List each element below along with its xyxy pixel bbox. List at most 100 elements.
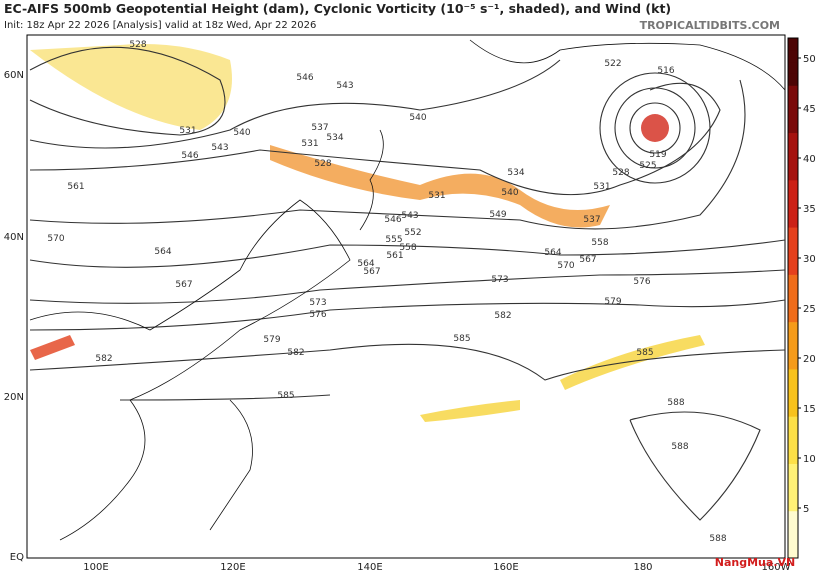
contour-label: 570 (47, 234, 64, 244)
contour-label: 549 (489, 210, 506, 220)
contour-label: 540 (409, 113, 426, 123)
contour-label: 540 (501, 188, 518, 198)
colorbar-swatch (788, 487, 798, 500)
colorbar-swatch (788, 534, 798, 547)
colorbar-swatch (788, 392, 798, 405)
colorbar-swatch (788, 168, 798, 181)
contour-label: 570 (557, 261, 574, 271)
colorbar-swatch (788, 368, 798, 382)
contour-label: 525 (639, 161, 656, 171)
contour-label: 579 (604, 297, 621, 307)
colorbar-swatch (788, 262, 798, 275)
colorbar-tick-label: 5 (803, 504, 809, 515)
lat-label: 60N (4, 70, 24, 81)
contour-label: 528 (612, 168, 629, 178)
colorbar-tick-label: 20 (803, 354, 816, 365)
colorbar-swatch (788, 510, 798, 524)
contour-label: 564 (544, 248, 561, 258)
labels: 60N 40N 20N EQ 100E 120E 140E 160E 180 160W 528 546… (4, 40, 791, 573)
colorbar-tick-label: 35 (803, 204, 816, 215)
contour-label: 546 (181, 151, 198, 161)
lon-label: 100E (83, 562, 108, 573)
colorbar-swatch (788, 475, 798, 488)
subtitle: Init: 18z Apr 22 2026 [Analysis] valid a… (4, 20, 316, 31)
colorbar-swatch (788, 49, 798, 63)
contour-label: 558 (591, 238, 608, 248)
contour-label: 528 (314, 159, 331, 169)
colorbar-swatch (788, 298, 798, 311)
colorbar-swatch (788, 309, 798, 323)
colorbar: 5 10 15 20 25 30 35 40 45 50 (787, 37, 816, 559)
contour-label: 558 (399, 243, 416, 253)
colorbar-swatch (788, 286, 798, 299)
lat-label: 40N (4, 232, 24, 243)
contour-label: 588 (671, 442, 688, 452)
contour-label: 567 (579, 255, 596, 265)
colorbar-tick-label: 40 (803, 154, 816, 165)
colorbar-tick-label: 25 (803, 304, 816, 315)
lon-label: 120E (220, 562, 245, 573)
colorbar-swatch (788, 380, 798, 394)
contour-label: 546 (296, 73, 313, 83)
colorbar-swatch (788, 463, 798, 476)
lat-label: EQ (10, 552, 24, 563)
contour-label: 567 (175, 280, 192, 290)
contour-label: 543 (336, 81, 353, 91)
contour-label: 531 (428, 191, 445, 201)
contour-label: 573 (491, 275, 508, 285)
contour-label: 561 (67, 182, 84, 192)
colorbar-swatch (788, 404, 798, 417)
colorbar-swatch (788, 61, 798, 74)
contour-label: 555 (385, 235, 402, 245)
contour-label: 579 (263, 335, 280, 345)
contour-label: 582 (494, 311, 511, 321)
contour-label: 588 (709, 534, 726, 544)
contour-label: 582 (95, 354, 112, 364)
contour-label: 531 (593, 182, 610, 192)
colorbar-swatch (788, 179, 798, 193)
contour-label: 534 (507, 168, 524, 178)
contour-label: 528 (129, 40, 146, 50)
contour-label: 522 (604, 59, 621, 69)
contour-label: 576 (633, 277, 650, 287)
lon-label: 180 (633, 562, 652, 573)
contour-label: 531 (301, 139, 318, 149)
contour-label: 585 (453, 334, 470, 344)
colorbar-tick-label: 45 (803, 104, 816, 115)
contour-label: 567 (363, 267, 380, 277)
contour-label: 564 (357, 259, 374, 269)
contour-label: 561 (386, 251, 403, 261)
contour-label: 576 (309, 310, 326, 320)
colorbar-tick-label: 30 (803, 254, 816, 265)
contour-label: 585 (277, 391, 294, 401)
contour-label: 585 (636, 348, 653, 358)
colorbar-swatch (788, 546, 798, 559)
colorbar-swatch (788, 97, 798, 110)
colorbar-tick-label: 15 (803, 404, 816, 415)
colorbar-swatch (788, 274, 798, 287)
colorbar-swatch (788, 108, 798, 122)
colorbar-tick-label: 50 (803, 54, 816, 65)
colorbar-swatch (788, 439, 798, 453)
contour-label: 537 (311, 123, 328, 133)
colorbar-swatch (788, 238, 798, 252)
colorbar-swatch (788, 451, 798, 464)
contour-label: 588 (667, 398, 684, 408)
watermark: NangMua.VN (715, 556, 795, 569)
contour-label: 573 (309, 298, 326, 308)
contour-label: 546 (384, 215, 401, 225)
colorbar-swatch (788, 132, 798, 145)
contour-label: 543 (401, 211, 418, 221)
colorbar-swatch (788, 191, 798, 204)
colorbar-swatch (788, 522, 798, 535)
colorbar-swatch (788, 144, 798, 157)
contour-label: 537 (583, 215, 600, 225)
colorbar-swatch (788, 215, 798, 228)
colorbar-tick-label: 10 (803, 454, 816, 465)
colorbar-frame (787, 37, 799, 559)
lon-label: 160W (762, 562, 791, 573)
credit: TROPICALTIDBITS.COM (640, 19, 780, 32)
contour-label: 582 (287, 348, 304, 358)
colorbar-swatch (788, 85, 798, 98)
